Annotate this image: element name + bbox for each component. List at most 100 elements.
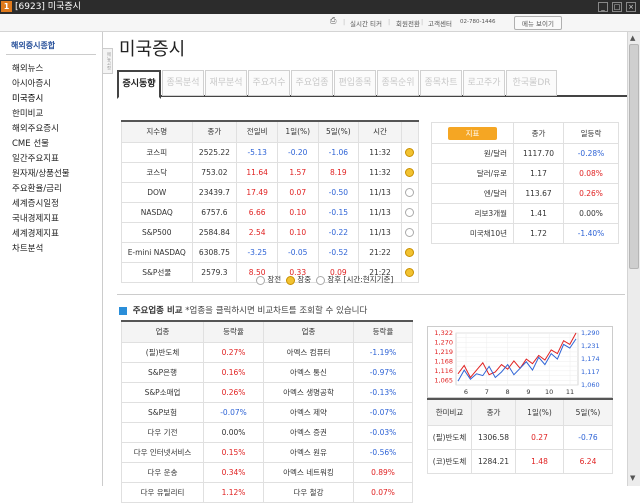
table-row[interactable]: 다우 기전 0.00% 아멕스 증권 -0.03% <box>121 421 413 443</box>
sidebar-item-cme[interactable]: CME 선물 <box>12 139 49 149</box>
vertical-scrollbar[interactable]: ▲ ▼ <box>627 32 640 486</box>
service-bar: ⎙ | 실시간 티커 | 회원전환 | 고객센터 02-780-1446 메뉴 … <box>0 14 640 32</box>
tab-logo-price[interactable]: 로고주가 <box>463 70 505 96</box>
sidebar-item-overseas-news[interactable]: 해외뉴스 <box>12 64 44 74</box>
table-row[interactable]: 리보3개월 1.41 0.00% <box>431 203 619 224</box>
print-icon[interactable]: ⎙ <box>330 16 337 25</box>
series-line <box>457 338 577 382</box>
sidebar: 해외증시종합 해외뉴스 아시아증시 미국증시 한미비교 해외주요증시 CME 선… <box>0 32 103 486</box>
main-content: 미국증시 증시동향 종목분석 재무분석 주요지수 주요업종 편입종목 종목순위 … <box>113 32 627 503</box>
scroll-down-icon[interactable]: ▼ <box>630 474 636 482</box>
index-table: 지수명 종가 전일비 1일(%) 5일(%) 시간 코스피 2525.22 -5.1… <box>121 120 420 283</box>
right-tick-label: 1,231 <box>581 342 600 350</box>
left-tick-label: 1,168 <box>434 357 453 365</box>
sidebar-item-world-economy[interactable]: 세계경제지표 <box>12 229 59 239</box>
section-marker-icon <box>119 306 127 315</box>
comparison-chart: 1,322 1,270 1,219 1,168 1,116 1,065 1,290 1,231… <box>427 326 613 398</box>
x-tick-label: 6 <box>464 388 468 396</box>
tab-bar: 증시동향 종목분석 재무분석 주요지수 주요업종 편입종목 종목순위 종목차트 … <box>117 70 627 99</box>
x-tick-label: 11 <box>566 388 574 396</box>
sidebar-item-daily[interactable]: 일간주요지표 <box>12 154 59 164</box>
clock-icon <box>315 275 325 285</box>
indicator-table: 지표 종가 일등락 원/달러 1117.70 -0.28% 달러/유로 1.17 0.08… <box>431 122 619 244</box>
tab-sectors[interactable]: 주요업종 <box>291 70 333 96</box>
table-row[interactable]: S&P500 2584.84 2.54 0.10 -0.22 11/13 <box>121 221 420 243</box>
title-bar: 1 [6923] 미국증시 _ □ × <box>0 0 640 14</box>
table-row[interactable]: 미국채10년 1.72 -1.40% <box>431 223 619 244</box>
table-row[interactable]: 달러/유로 1.17 0.08% <box>431 163 619 184</box>
series-line <box>457 332 577 379</box>
right-tick-label: 1,290 <box>581 329 600 337</box>
x-tick-label: 8 <box>506 388 510 396</box>
table-row[interactable]: 원/달러 1117.70 -0.28% <box>431 143 619 164</box>
close-icon[interactable]: × <box>626 2 636 12</box>
tab-indices[interactable]: 주요지수 <box>248 70 290 96</box>
table-row[interactable]: 코스피 2525.22 -5.13 -0.20 -1.06 11:32 <box>121 141 420 163</box>
sidebar-item-chart[interactable]: 차트분석 <box>12 244 44 254</box>
right-tick-label: 1,060 <box>581 381 600 389</box>
table-row[interactable]: DOW 23439.7 17.49 0.07 -0.50 11/13 <box>121 181 420 203</box>
realtime-ticker-link[interactable]: 실시간 티커 <box>350 20 382 28</box>
clock-icon <box>405 207 415 217</box>
window-title: [6923] 미국증시 <box>15 2 81 12</box>
tab-constituents[interactable]: 편입종목 <box>334 70 376 96</box>
session-legend: 장전 장중 장후 [시간:현지기준] <box>256 274 393 285</box>
table-row[interactable]: E-mini NASDAQ 6308.75 -3.25 -0.05 -0.52 21:22 <box>121 241 420 263</box>
tab-ranking[interactable]: 종목순위 <box>377 70 419 96</box>
left-tick-label: 1,116 <box>434 367 453 375</box>
tab-korea-dr[interactable]: 한국물DR <box>506 70 557 96</box>
clock-icon <box>405 267 415 277</box>
section-header: 주요업종 비교 *업종을 클릭하시면 비교차트를 조회할 수 있습니다 <box>119 304 367 316</box>
table-row[interactable]: 다우 운송 0.34% 아멕스 네트워킹 0.89% <box>121 461 413 483</box>
table-row[interactable]: (필)반도체 1306.58 0.27 -0.76 <box>427 424 613 450</box>
sidebar-item-commodity[interactable]: 원자재/상품선물 <box>12 169 70 179</box>
member-switch-link[interactable]: 회원전환 <box>396 20 420 28</box>
left-tick-label: 1,065 <box>434 376 453 384</box>
table-row[interactable]: NASDAQ 6757.6 6.66 0.10 -0.15 11/13 <box>121 201 420 223</box>
left-tick-label: 1,322 <box>434 329 453 337</box>
sidebar-item-asia[interactable]: 아시아증시 <box>12 79 52 89</box>
table-row[interactable]: S&P보험 -0.07% 아멕스 제약 -0.07% <box>121 401 413 423</box>
sector-table: 업종 등락율 업종 등락율 (필)반도체 0.27% 아멕스 컴퓨터 -1.19% S&… <box>121 320 413 503</box>
table-row[interactable]: 다우 인터넷서비스 0.15% 아멕스 원유 -0.56% <box>121 441 413 463</box>
table-header-row: 지수명 종가 전일비 1일(%) 5일(%) 시간 <box>121 120 420 143</box>
tab-market-trend[interactable]: 증시동향 <box>117 70 161 99</box>
right-tick-label: 1,174 <box>581 355 600 363</box>
sidebar-item-calendar[interactable]: 세계증시일정 <box>12 199 59 209</box>
sidebar-item-kr-economy[interactable]: 국내경제지표 <box>12 214 59 224</box>
clock-icon <box>405 167 415 177</box>
scroll-up-icon[interactable]: ▲ <box>630 34 636 42</box>
sidebar-item-fx[interactable]: 주요환율/금리 <box>12 184 62 194</box>
x-tick-label: 10 <box>545 388 553 396</box>
sidebar-item-major[interactable]: 해외주요증시 <box>12 124 59 134</box>
sidebar-toggle-handle[interactable]: 메뉴고정 <box>103 48 113 74</box>
screen-number-badge: 1 <box>1 1 12 12</box>
sidebar-header[interactable]: 해외증시종합 <box>11 41 56 50</box>
plot-area <box>455 332 579 386</box>
table-row[interactable]: 다우 유틸리티 1.12% 다우 철강 0.07% <box>121 481 413 503</box>
tab-stock-analysis[interactable]: 종목분석 <box>162 70 204 96</box>
customer-phone: 02-780-1446 <box>460 19 496 25</box>
table-row[interactable]: 코스닥 753.02 11.64 1.57 8.19 11:32 <box>121 161 420 183</box>
table-row[interactable]: S&P은행 0.16% 아멕스 통신 -0.97% <box>121 361 413 383</box>
sidebar-item-us[interactable]: 미국증시 <box>12 94 44 104</box>
minimize-icon[interactable]: _ <box>598 2 608 12</box>
clock-icon <box>405 187 415 197</box>
scrollbar-thumb[interactable] <box>629 44 639 269</box>
clock-active-icon <box>285 275 295 285</box>
left-tick-label: 1,270 <box>434 338 453 346</box>
table-row[interactable]: (필)반도체 0.27% 아멕스 컴퓨터 -1.19% <box>121 341 413 363</box>
show-menu-button[interactable]: 메뉴 보이기 <box>514 16 562 30</box>
sidebar-item-korea-us[interactable]: 한미비교 <box>12 109 44 119</box>
tab-stock-chart[interactable]: 종목차트 <box>420 70 462 96</box>
table-row[interactable]: S&P소매업 0.26% 아멕스 생명공학 -0.13% <box>121 381 413 403</box>
tab-financial[interactable]: 재무분석 <box>205 70 247 96</box>
clock-icon <box>405 147 415 157</box>
maximize-icon[interactable]: □ <box>612 2 622 12</box>
x-tick-label: 9 <box>526 388 530 396</box>
table-row[interactable]: 엔/달러 113.67 0.26% <box>431 183 619 204</box>
customer-center-link[interactable]: 고객센터 <box>428 20 452 28</box>
table-row[interactable]: (코)반도체 1284.21 1.48 6.24 <box>427 448 613 474</box>
korea-us-compare-table: 한미비교 종가 1일(%) 5일(%) (필)반도체 1306.58 0.27 -0.… <box>427 398 613 474</box>
right-tick-label: 1,117 <box>581 368 600 376</box>
